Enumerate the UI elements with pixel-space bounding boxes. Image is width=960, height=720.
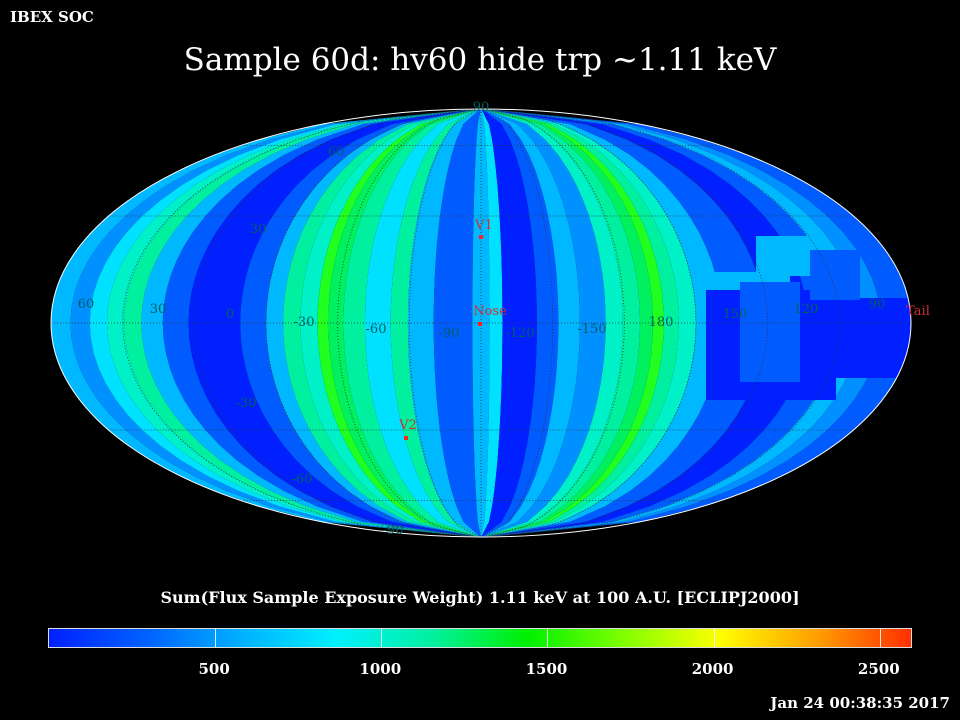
colorbar-tick	[381, 629, 383, 647]
map-outline	[50, 108, 912, 538]
longitude-label: -120	[505, 326, 534, 341]
latitude-label: 60	[328, 145, 345, 160]
page-title: Sample 60d: hv60 hide trp ~1.11 keV	[183, 42, 777, 78]
marker-label-v2: V2	[398, 418, 417, 433]
map-block	[740, 282, 800, 382]
meridian-line	[408, 109, 481, 537]
meridian-line	[481, 109, 554, 537]
marker-dot	[478, 322, 482, 326]
latitude-label: -90	[383, 523, 404, 538]
meridian-line	[265, 109, 479, 537]
map-block	[756, 236, 816, 276]
longitude-label: 180	[649, 315, 674, 330]
marker-dot	[404, 436, 408, 440]
meridian-line	[486, 109, 840, 537]
meridian-line	[193, 109, 477, 537]
longitude-label: -90	[439, 326, 460, 341]
latitude-label: 30	[250, 222, 267, 237]
colorbar-tick	[713, 629, 715, 647]
colorbar-tick	[215, 629, 217, 647]
map-band	[482, 109, 580, 537]
longitude-label: -150	[577, 322, 606, 337]
meridian-line	[485, 109, 769, 537]
colorbar-tick-label: 2500	[857, 660, 900, 678]
marker-label-v1: V1	[474, 218, 493, 233]
map-band	[364, 109, 480, 537]
colorbar	[48, 628, 912, 648]
marker-label-nose: Nose	[473, 304, 507, 319]
colorbar-tick	[879, 629, 881, 647]
map-block	[835, 298, 911, 378]
map-band	[481, 109, 503, 537]
map-band	[482, 109, 606, 537]
map-band	[188, 109, 478, 537]
marker-dot	[479, 235, 483, 239]
colorbar-tick-label: 1000	[359, 660, 402, 678]
latitude-label: 90	[473, 100, 490, 115]
map-band	[343, 109, 480, 537]
longitude-label: 60	[78, 297, 95, 312]
map-band	[484, 109, 765, 537]
map-block	[810, 250, 860, 300]
colorbar-tick-label: 500	[198, 660, 230, 678]
longitude-label: 150	[723, 307, 748, 322]
colorbar-tick-label: 1500	[525, 660, 568, 678]
latitude-label: -60	[292, 472, 313, 487]
colorbar-title: Sum(Flux Sample Exposure Weight) 1.11 ke…	[160, 588, 800, 607]
meridian-line	[122, 109, 476, 537]
longitude-label: 120	[794, 302, 819, 317]
corner-label: IBEX SOC	[10, 8, 94, 26]
timestamp: Jan 24 00:38:35 2017	[770, 694, 950, 712]
map-band	[407, 109, 481, 537]
longitude-label: 90	[869, 297, 886, 312]
latitude-label: -30	[236, 396, 257, 411]
longitude-label: -30	[294, 315, 315, 330]
colorbar-tick-label: 2000	[691, 660, 734, 678]
longitude-label: 30	[150, 302, 167, 317]
marker-label-tail: Tail	[906, 304, 930, 319]
colorbar-tick	[547, 629, 549, 647]
longitude-label: 0	[226, 307, 234, 322]
longitude-label: -60	[366, 322, 387, 337]
map-band	[481, 109, 559, 537]
map-band	[390, 109, 480, 537]
